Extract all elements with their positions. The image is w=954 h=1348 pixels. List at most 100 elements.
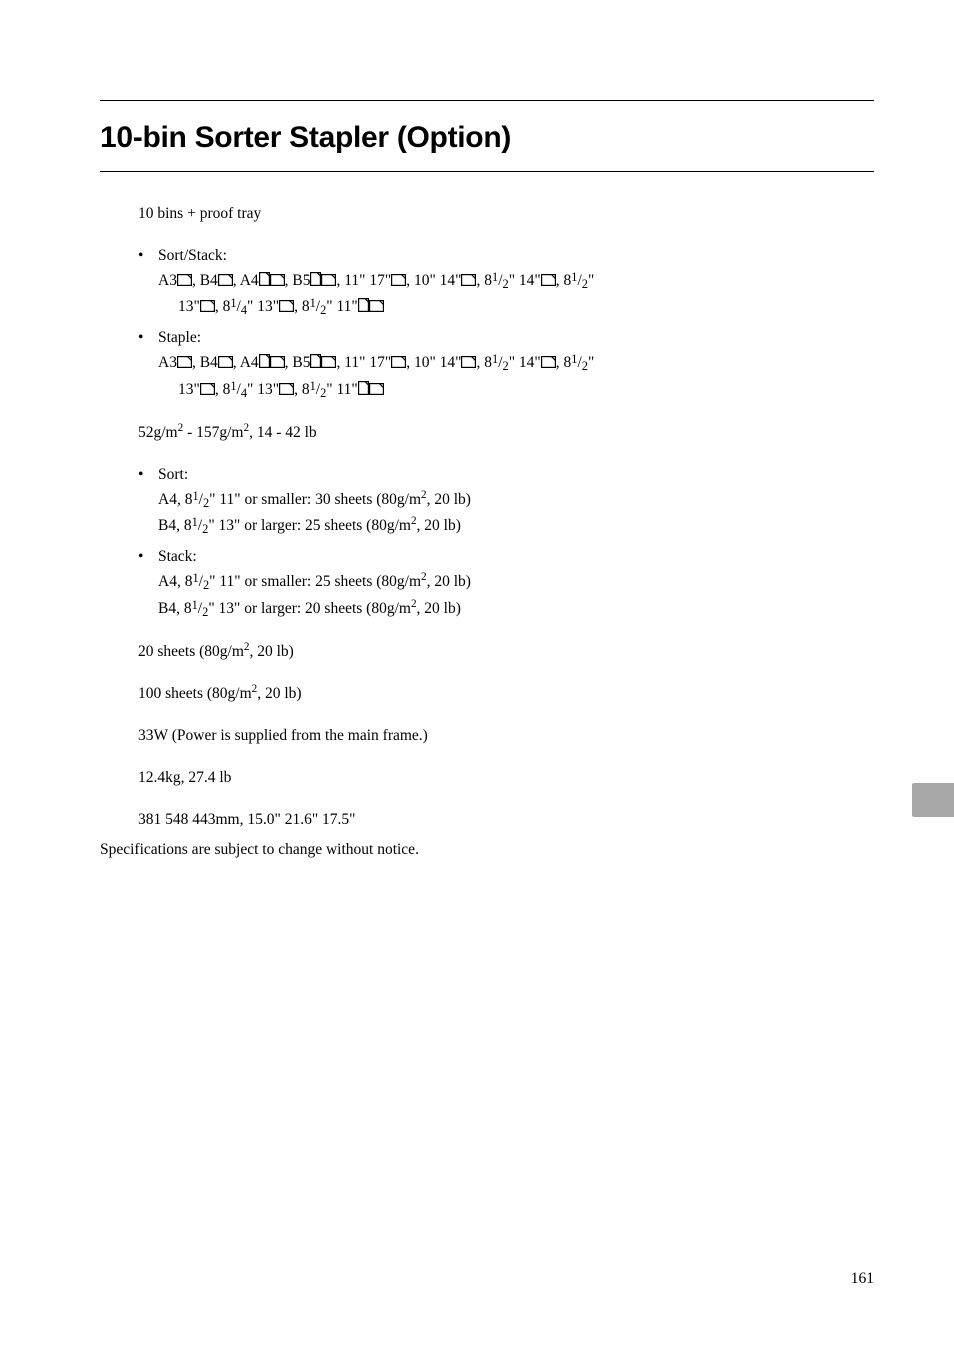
landscape-icon [279,379,294,403]
txt: , 8 [476,272,492,289]
frac-num: 1 [310,296,316,310]
landscape-icon [541,270,556,294]
txt: 52g/m [138,424,178,441]
sort-label: Sort: [158,466,188,483]
txt: " 11" [326,381,357,398]
frac-num: 1 [230,296,236,310]
portrait-icon [259,352,270,376]
frac-den: 2 [582,359,588,373]
txt: , B4 [192,354,218,371]
stack-label: Stack: [158,548,197,565]
staple-item: Staple: A3, B4, A4, B5, 11" 17", 10" 14"… [138,326,874,402]
sort-stack-item: Sort/Stack: A3, B4, A4, B5, 11" 17", 10"… [138,244,874,320]
chapter-tab [912,783,954,817]
landscape-icon [391,270,406,294]
txt: " 11" or smaller: 30 sheets (80g/m [209,491,421,508]
txt: , 20 lb) [417,517,461,534]
staple-line1: A3, B4, A4, B5, 11" 17", 10" 14", 81/2" … [158,354,594,371]
txt: " 13" [247,381,279,398]
txt: B4, 8 [158,517,192,534]
frac-num: 1 [492,270,498,284]
page-number: 161 [851,1270,874,1288]
txt: " 13" or larger: 20 sheets (80g/m [208,600,411,617]
txt: A4, 8 [158,573,192,590]
txt: , 10" 14" [406,272,461,289]
txt: A3 [158,272,177,289]
txt: " 13" or larger: 25 sheets (80g/m [208,517,411,534]
landscape-icon [177,352,192,376]
txt: " 11" or smaller: 25 sheets (80g/m [209,573,421,590]
stack-b4: B4, 81/2" 13" or larger: 20 sheets (80g/… [158,600,461,617]
landscape-icon [270,270,285,294]
txt: - 157g/m [183,424,243,441]
portrait-icon [310,270,321,294]
txt: , 20 lb) [417,600,461,617]
txt: , 11" 17" [336,354,391,371]
txt: , 14 - 42 lb [249,424,317,441]
landscape-icon [461,352,476,376]
top-rule [100,100,874,101]
txt: , B5 [285,354,311,371]
frac-den: 2 [582,277,588,291]
body: 10 bins + proof tray Sort/Stack: A3, B4,… [100,202,874,862]
disclaimer: Specifications are subject to change wit… [100,838,874,862]
landscape-icon [177,270,192,294]
landscape-icon [321,352,336,376]
weight-kg: 12.4kg, 27.4 lb [138,766,874,790]
txt: B4, 8 [158,600,192,617]
landscape-icon [218,270,233,294]
sort-item: Sort: A4, 81/2" 11" or smaller: 30 sheet… [138,463,874,539]
landscape-icon [270,352,285,376]
txt: 100 sheets (80g/m [138,685,252,702]
page-title: 10-bin Sorter Stapler (Option) [100,121,874,155]
landscape-icon [369,296,384,320]
txt: , 8 [556,354,572,371]
txt: A4, 8 [158,491,192,508]
frac-num: 1 [192,598,198,612]
frac-num: 1 [230,379,236,393]
portrait-icon [358,379,369,403]
txt: , B5 [285,272,311,289]
portrait-icon [310,352,321,376]
txt: " 13" [247,298,279,315]
txt: A3 [158,354,177,371]
txt: 20 sheets (80g/m [138,643,244,660]
txt: , 11" 17" [336,272,391,289]
frac-num: 1 [192,515,198,529]
dimensions: 381 548 443mm, 15.0" 21.6" 17.5" [138,808,874,832]
bins-line: 10 bins + proof tray [138,202,874,226]
landscape-icon [461,270,476,294]
sort-b4: B4, 81/2" 13" or larger: 25 sheets (80g/… [158,517,461,534]
staple-label: Staple: [158,329,201,346]
paper-size-block: Sort/Stack: A3, B4, A4, B5, 11" 17", 10"… [100,244,874,403]
weight-spec: 52g/m2 - 157g/m2, 14 - 42 lb [138,421,874,445]
power-spec: 33W (Power is supplied from the main fra… [138,724,874,748]
txt: , A4 [233,354,259,371]
txt: , 20 lb) [427,491,471,508]
txt: , 20 lb) [249,643,293,660]
frac-num: 1 [571,270,577,284]
landscape-icon [541,352,556,376]
landscape-icon [200,379,215,403]
frac-num: 1 [310,379,316,393]
frac-num: 1 [571,352,577,366]
sort-stack-line2: 13", 81/4" 13", 81/2" 11" [158,294,874,320]
txt: , B4 [192,272,218,289]
txt: , A4 [233,272,259,289]
landscape-icon [391,352,406,376]
title-underline [100,171,874,172]
frac-num: 1 [192,489,198,503]
stack-a4: A4, 81/2" 11" or smaller: 25 sheets (80g… [158,573,471,590]
txt: " 14" [509,272,541,289]
landscape-icon [218,352,233,376]
sort-stack-line1: A3, B4, A4, B5, 11" 17", 10" 14", 81/2" … [158,272,594,289]
landscape-icon [279,296,294,320]
txt: " 11" [326,298,357,315]
landscape-icon [369,379,384,403]
landscape-icon [200,296,215,320]
sort-a4: A4, 81/2" 11" or smaller: 30 sheets (80g… [158,491,471,508]
document-page: 10-bin Sorter Stapler (Option) 10 bins +… [0,0,954,1348]
txt: , 8 [556,272,572,289]
sheets-100: 100 sheets (80g/m2, 20 lb) [138,682,874,706]
txt: " 14" [509,354,541,371]
